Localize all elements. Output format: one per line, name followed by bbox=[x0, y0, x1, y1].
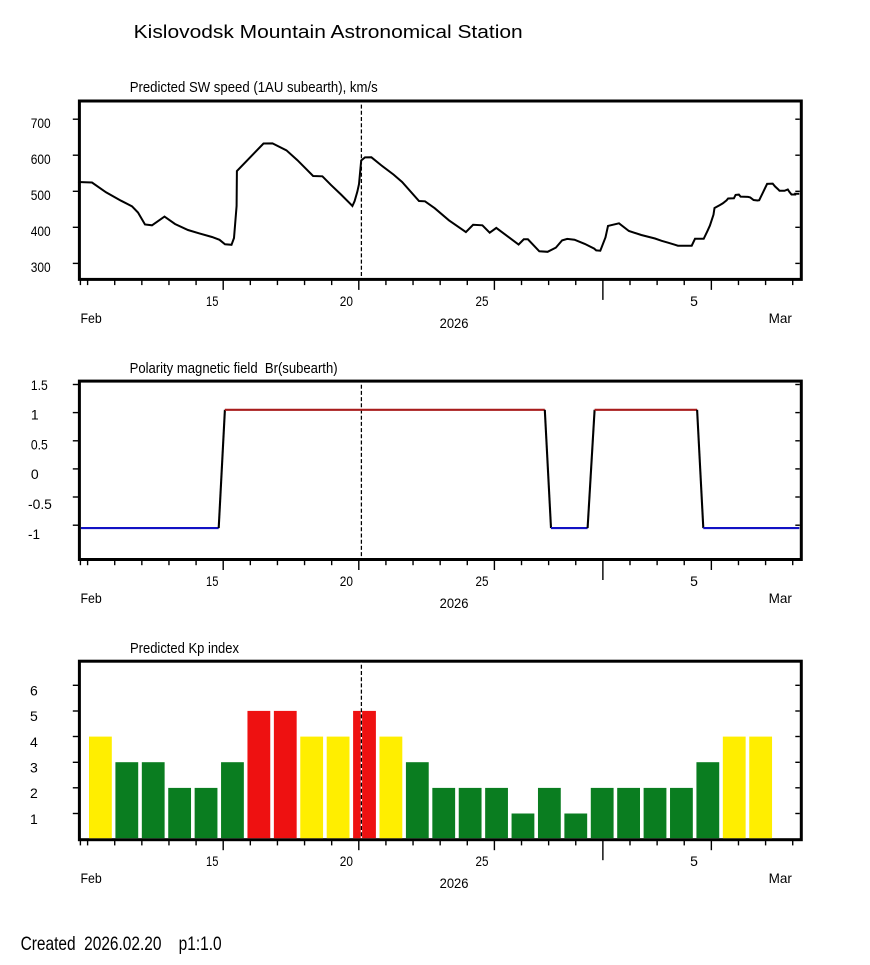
svg-text:Mar: Mar bbox=[769, 590, 793, 606]
svg-text:15: 15 bbox=[206, 293, 219, 309]
svg-text:20: 20 bbox=[340, 293, 353, 309]
svg-text:Predicted SW speed (1AU subear: Predicted SW speed (1AU subearth), km/s bbox=[130, 80, 378, 96]
svg-text:300: 300 bbox=[31, 259, 51, 275]
svg-text:3: 3 bbox=[30, 759, 38, 775]
svg-text:1.5: 1.5 bbox=[31, 377, 48, 393]
svg-text:700: 700 bbox=[31, 115, 51, 131]
svg-text:5: 5 bbox=[690, 293, 698, 309]
svg-text:Feb: Feb bbox=[81, 590, 102, 606]
svg-text:Feb: Feb bbox=[81, 870, 102, 886]
svg-text:Created 2026.02.20 p1:1.0: Created 2026.02.20 p1:1.0 bbox=[21, 933, 222, 955]
svg-text:2: 2 bbox=[30, 785, 38, 801]
svg-text:5: 5 bbox=[690, 853, 698, 869]
svg-text:5: 5 bbox=[30, 708, 38, 724]
svg-text:Mar: Mar bbox=[769, 870, 793, 886]
svg-text:2026: 2026 bbox=[440, 595, 469, 611]
svg-text:25: 25 bbox=[476, 573, 489, 589]
svg-text:1: 1 bbox=[30, 811, 38, 827]
svg-text:15: 15 bbox=[206, 853, 219, 869]
svg-text:500: 500 bbox=[31, 187, 51, 203]
svg-text:25: 25 bbox=[476, 293, 489, 309]
svg-text:1: 1 bbox=[31, 407, 39, 423]
svg-text:Feb: Feb bbox=[81, 310, 102, 326]
svg-text:Polarity magnetic field Br(su: Polarity magnetic field Br(subearth) bbox=[130, 361, 338, 377]
svg-text:25: 25 bbox=[476, 853, 489, 869]
svg-text:Predicted Kp index: Predicted Kp index bbox=[130, 641, 240, 657]
svg-text:0: 0 bbox=[31, 466, 39, 482]
svg-text:2026: 2026 bbox=[440, 315, 469, 331]
svg-text:Mar: Mar bbox=[769, 310, 793, 326]
svg-text:Kislovodsk Mountain Astronomic: Kislovodsk Mountain Astronomical Station bbox=[134, 21, 523, 42]
svg-text:-1: -1 bbox=[28, 526, 40, 542]
svg-text:5: 5 bbox=[690, 573, 698, 589]
svg-text:15: 15 bbox=[206, 573, 219, 589]
svg-text:400: 400 bbox=[31, 223, 51, 239]
svg-text:600: 600 bbox=[31, 151, 51, 167]
svg-text:20: 20 bbox=[340, 573, 353, 589]
svg-text:2026: 2026 bbox=[440, 875, 469, 891]
svg-text:6: 6 bbox=[30, 683, 38, 699]
svg-text:-0.5: -0.5 bbox=[28, 496, 52, 512]
svg-text:0.5: 0.5 bbox=[31, 436, 48, 452]
svg-text:4: 4 bbox=[30, 734, 38, 750]
svg-text:20: 20 bbox=[340, 853, 353, 869]
